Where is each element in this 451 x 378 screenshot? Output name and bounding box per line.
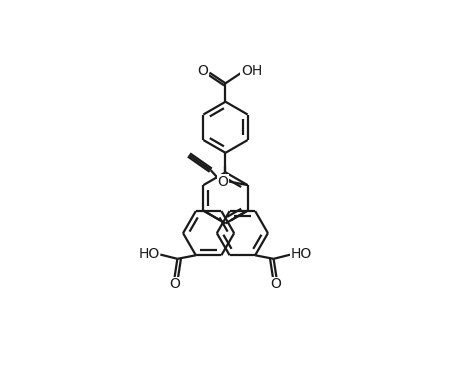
Text: OH: OH — [241, 64, 262, 78]
Text: O: O — [218, 175, 229, 189]
Text: O: O — [271, 277, 281, 291]
Text: O: O — [198, 64, 209, 78]
Text: HO: HO — [290, 247, 312, 261]
Text: HO: HO — [138, 247, 160, 261]
Text: O: O — [170, 277, 180, 291]
